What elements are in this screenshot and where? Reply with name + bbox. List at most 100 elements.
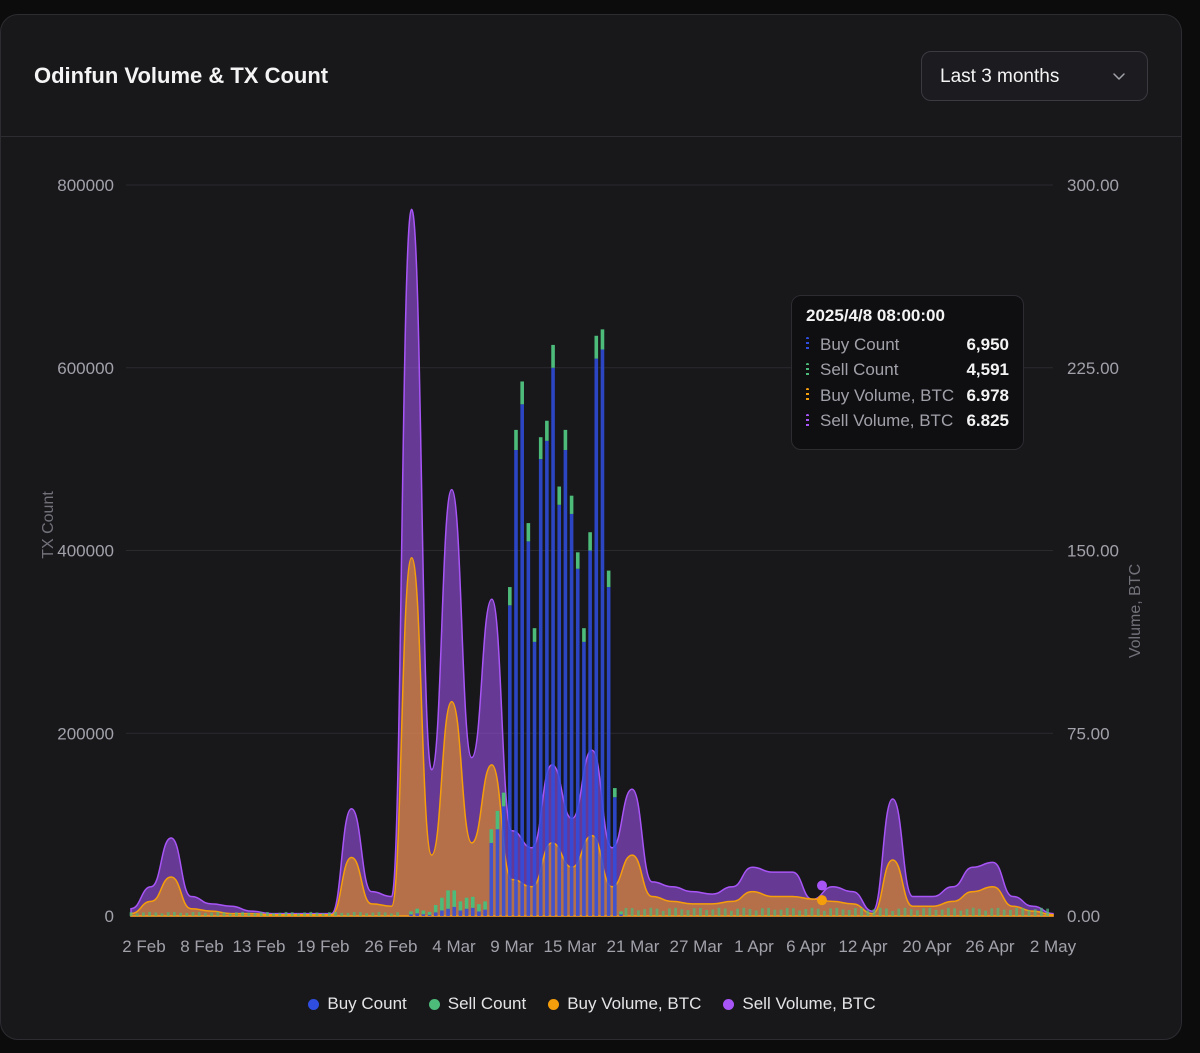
sell-count-bar bbox=[135, 913, 139, 916]
sell-count-bar bbox=[1009, 909, 1012, 916]
tooltip-row-value: 6.978 bbox=[966, 385, 1009, 405]
sell-count-bar bbox=[427, 911, 432, 915]
sell-count-bar bbox=[804, 909, 808, 916]
buy-count-bar bbox=[440, 910, 444, 916]
sell-count-bar bbox=[1046, 908, 1049, 916]
sell-count-bar bbox=[717, 907, 721, 916]
buy-count-bar bbox=[508, 605, 512, 916]
sell-count-bar bbox=[847, 910, 851, 916]
chart-tooltip: 2025/4/8 08:00:00 Buy Count 6,950 Sell C… bbox=[791, 295, 1024, 450]
sell-count-bar bbox=[897, 908, 901, 916]
buy-volume-area bbox=[130, 557, 1054, 917]
sell-count-bar bbox=[730, 910, 733, 916]
sell-count-bar bbox=[346, 912, 350, 916]
x-tick-label: 2 Feb bbox=[122, 937, 165, 956]
buy-count-bar bbox=[464, 908, 469, 916]
sell-count-bar bbox=[655, 908, 659, 916]
tooltip-row-value: 6.825 bbox=[966, 411, 1009, 431]
tx-count-bars bbox=[129, 329, 1049, 917]
legend-label: Buy Count bbox=[327, 994, 407, 1013]
sell-count-bar bbox=[166, 912, 170, 916]
sell-count-bar bbox=[860, 908, 863, 916]
buy-count-bar bbox=[514, 449, 518, 916]
sell-count-bar bbox=[415, 908, 419, 914]
legend-sell-volume[interactable]: Sell Volume, BTC bbox=[723, 994, 876, 1014]
sell-count-bar bbox=[352, 911, 356, 916]
sell-count-bar bbox=[514, 429, 518, 450]
sell-count-bar bbox=[742, 907, 746, 916]
buy-volume-hover-dot bbox=[817, 895, 827, 906]
sell-count-bar bbox=[588, 532, 592, 551]
tooltip-row: Sell Volume, BTC 6.825 bbox=[806, 409, 1009, 435]
sell-count-bar bbox=[334, 911, 337, 916]
sell-count-bar bbox=[705, 910, 708, 916]
hover-markers bbox=[817, 880, 827, 906]
sell-count-bar bbox=[767, 907, 770, 916]
sell-count-bar bbox=[452, 890, 457, 907]
right-axis-title: Volume, BTC bbox=[1127, 564, 1144, 658]
buy-count-bar bbox=[526, 541, 531, 916]
sell-count-bar bbox=[835, 907, 839, 916]
buy-volume-marker bbox=[806, 388, 809, 404]
sell-count-bar bbox=[557, 486, 562, 505]
sell-count-bar bbox=[668, 908, 671, 916]
right-tick-label: 300.00 bbox=[1067, 176, 1119, 195]
sell-count-bar bbox=[142, 912, 145, 916]
sell-count-bar bbox=[569, 495, 574, 514]
sell-count-bar bbox=[686, 910, 690, 916]
sell-count-bar bbox=[761, 908, 764, 916]
sell-count-bar bbox=[723, 908, 727, 916]
buy-count-bar bbox=[477, 911, 481, 916]
sell-count-bar bbox=[841, 909, 845, 916]
left-tick-label: 600000 bbox=[57, 359, 114, 378]
sell-count-bar bbox=[779, 909, 783, 916]
sell-count-bar bbox=[594, 335, 599, 359]
buy-count-bar bbox=[588, 550, 592, 916]
sell-count-bar bbox=[885, 908, 888, 916]
sell-count-bar bbox=[909, 909, 913, 916]
sell-count-bar bbox=[563, 429, 568, 450]
left-tick-label: 0 bbox=[105, 907, 114, 926]
sell-count-bar bbox=[247, 912, 251, 916]
time-range-select[interactable]: Last 3 months bbox=[921, 51, 1148, 101]
sell-count-bar bbox=[545, 420, 549, 441]
sell-count-bar bbox=[284, 911, 288, 916]
sell-count-bar bbox=[477, 904, 481, 912]
x-tick-label: 8 Feb bbox=[180, 937, 223, 956]
time-range-select-value: Last 3 months bbox=[940, 66, 1060, 87]
buy-count-bar bbox=[427, 914, 432, 916]
sell-count-bar bbox=[154, 912, 158, 916]
tooltip-row: Sell Count 4,591 bbox=[806, 358, 1009, 384]
tooltip-row-value: 6,950 bbox=[966, 334, 1009, 354]
left-axis-title: TX Count bbox=[40, 491, 57, 559]
tooltip-row-name: Sell Count bbox=[820, 360, 899, 380]
sell-count-bar bbox=[259, 912, 263, 916]
sell-count-marker bbox=[806, 362, 809, 378]
legend-buy-count[interactable]: Buy Count bbox=[308, 994, 407, 1014]
sell-count-bar bbox=[1021, 908, 1025, 916]
buy-count-bar bbox=[421, 914, 426, 916]
legend-sell-count[interactable]: Sell Count bbox=[428, 994, 526, 1014]
sell-count-bar bbox=[792, 908, 795, 916]
sell-count-bar bbox=[606, 570, 611, 588]
sell-count-bar bbox=[637, 910, 640, 916]
sell-count-bar bbox=[501, 792, 506, 807]
legend-buy-volume[interactable]: Buy Volume, BTC bbox=[548, 994, 701, 1014]
sell-count-bar bbox=[984, 910, 987, 916]
sell-count-bar bbox=[538, 437, 543, 460]
sell-count-bar bbox=[216, 911, 220, 916]
x-tick-label: 4 Mar bbox=[432, 937, 476, 956]
sell-count-bar bbox=[978, 908, 981, 916]
sell-count-bar bbox=[390, 913, 393, 916]
sell-count-bar bbox=[624, 907, 628, 916]
x-tick-label: 12 Apr bbox=[838, 937, 887, 956]
sell-count-bar bbox=[990, 908, 994, 916]
sell-count-bar bbox=[922, 908, 925, 916]
buy-count-bar bbox=[458, 910, 463, 916]
sell-count-bar bbox=[674, 907, 677, 916]
sell-count-bar bbox=[928, 907, 932, 916]
volume-tx-chart[interactable]: 800000 600000 400000 200000 0 300.00 225.00 15… bbox=[1, 15, 1183, 1015]
sell-count-bar bbox=[996, 907, 1000, 916]
buy-count-marker bbox=[806, 337, 809, 353]
chart-legend: Buy Count Sell Count Buy Volume, BTC Sel… bbox=[1, 991, 1183, 1017]
